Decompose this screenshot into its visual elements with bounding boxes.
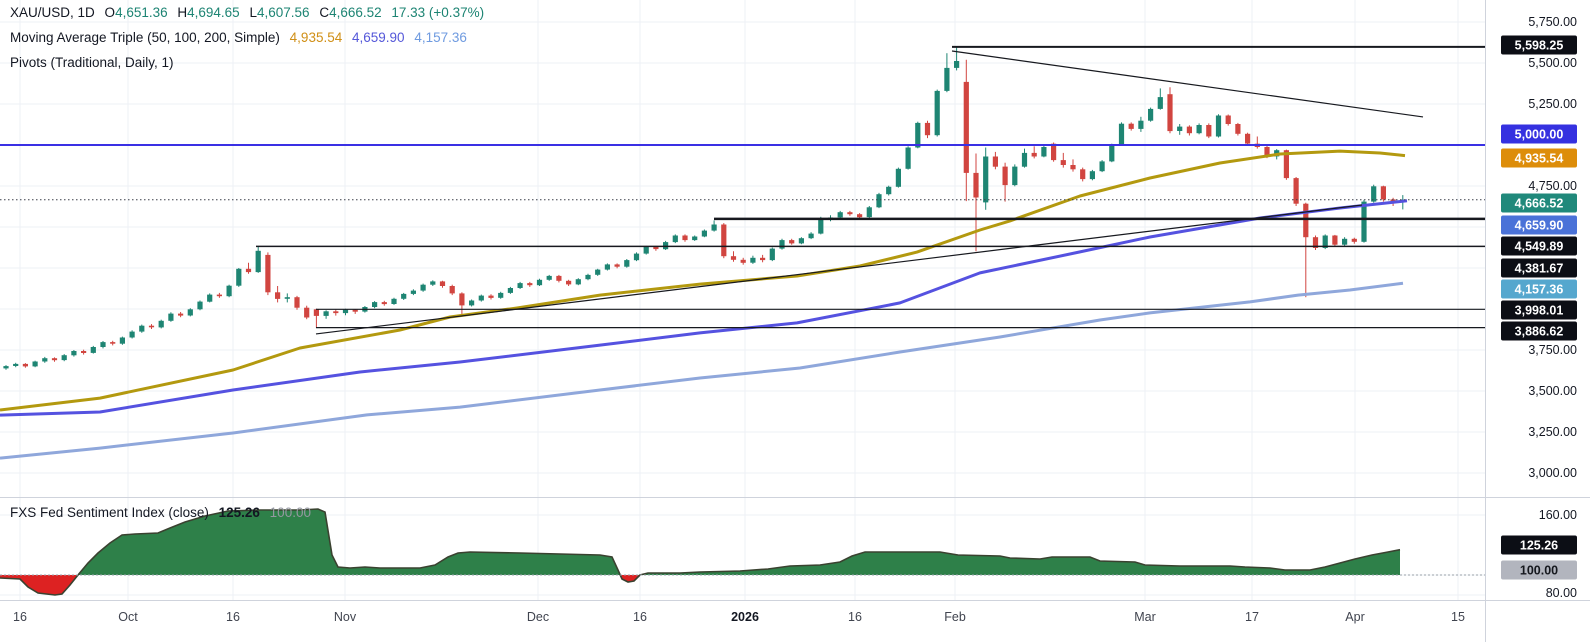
price-axis-badge: 5,598.25	[1501, 35, 1577, 55]
low-label: L	[249, 5, 257, 20]
time-axis[interactable]: 16 Oct 16 Nov Dec 16 2026 16 Feb Mar 17 Apr 15	[0, 601, 1485, 642]
sentiment-value: 125.26	[218, 505, 260, 520]
price-axis-label: 3,000.00	[1528, 466, 1577, 480]
sentiment-baseline-value: 100.00	[269, 505, 311, 520]
price-axis-badge: 125.26	[1501, 535, 1577, 555]
time-axis-label: Nov	[333, 610, 357, 624]
price-axis-label: 4,750.00	[1528, 179, 1577, 193]
ma50-value: 4,935.54	[289, 30, 343, 45]
candlestick-series	[3, 46, 1406, 370]
price-axis-label: 3,750.00	[1528, 343, 1577, 357]
open-label: O	[104, 5, 116, 20]
price-axis-badge: 4,935.54	[1501, 148, 1577, 168]
open-value: 4,651.36	[115, 5, 168, 20]
price-axis-badge: 4,659.90	[1501, 215, 1577, 235]
low-value: 4,607.56	[256, 5, 310, 20]
price-axis-label: 80.00	[1545, 586, 1577, 600]
time-axis-label: 16	[848, 610, 862, 624]
time-axis-label: 2026	[731, 610, 759, 624]
high-value: 4,694.65	[187, 5, 240, 20]
ma200-line	[0, 281, 1404, 460]
price-axis[interactable]: 5,750.00 5,598.25 5,500.00 5,250.00 5,000.00…	[1485, 0, 1590, 642]
price-axis-badge: 3,998.01	[1501, 300, 1577, 320]
price-axis-label: 3,250.00	[1528, 425, 1577, 439]
close-value: 4,666.52	[329, 5, 382, 20]
price-axis-label: 5,250.00	[1528, 97, 1577, 111]
price-axis-badge: 4,157.36	[1501, 279, 1577, 299]
time-axis-label: 17	[1245, 610, 1259, 624]
time-axis-label: 16	[633, 610, 647, 624]
price-axis-label: 160.00	[1538, 508, 1577, 522]
pivots-indicator-title[interactable]: Pivots (Traditional, Daily, 1)	[10, 55, 174, 70]
ma200-value: 4,157.36	[414, 30, 467, 45]
time-axis-label: Oct	[118, 610, 138, 624]
time-axis-label: Feb	[944, 610, 966, 624]
time-axis-label: Mar	[1134, 610, 1156, 624]
change-value: 17.33 (+0.37%)	[391, 5, 485, 20]
price-axis-badge: 100.00	[1501, 560, 1577, 580]
time-axis-label: Dec	[526, 610, 550, 624]
symbol-legend-row: XAU/USD, 1D O4,651.36 H4,694.65 L4,607.5…	[10, 4, 484, 21]
time-axis-label: 16	[226, 610, 240, 624]
time-axis-label: 15	[1451, 610, 1465, 624]
trendline	[315, 204, 1363, 335]
ma-indicator-title[interactable]: Moving Average Triple (50, 100, 200, Sim…	[10, 30, 280, 45]
price-axis-badge: 5,000.00	[1501, 124, 1577, 144]
ma50-line	[0, 149, 1406, 412]
time-axis-label: 16	[13, 610, 27, 624]
price-axis-label: 3,500.00	[1528, 384, 1577, 398]
price-axis-badge: 3,886.62	[1501, 321, 1577, 341]
price-axis-badge: 4,381.67	[1501, 258, 1577, 278]
sentiment-area-positive	[0, 509, 1400, 575]
trendline	[951, 50, 1424, 118]
close-label: C	[319, 5, 330, 20]
price-axis-badge: 4,549.89	[1501, 236, 1577, 256]
price-axis-label: 5,500.00	[1528, 56, 1577, 70]
high-label: H	[177, 5, 188, 20]
time-axis-label: Apr	[1345, 610, 1365, 624]
pivots-indicator-legend-row: Pivots (Traditional, Daily, 1)	[10, 54, 174, 71]
ma100-value: 4,659.90	[352, 30, 405, 45]
ma100-line	[0, 199, 1408, 417]
ma-indicator-legend-row: Moving Average Triple (50, 100, 200, Sim…	[10, 29, 467, 46]
price-axis-badge: 4,666.52	[1501, 193, 1577, 213]
price-axis-label: 5,750.00	[1528, 15, 1577, 29]
symbol-title[interactable]: XAU/USD, 1D	[10, 5, 95, 20]
sentiment-indicator-legend-row: FXS Fed Sentiment Index (close) 125.26 1…	[10, 504, 311, 521]
sentiment-indicator-title[interactable]: FXS Fed Sentiment Index (close)	[10, 505, 209, 520]
